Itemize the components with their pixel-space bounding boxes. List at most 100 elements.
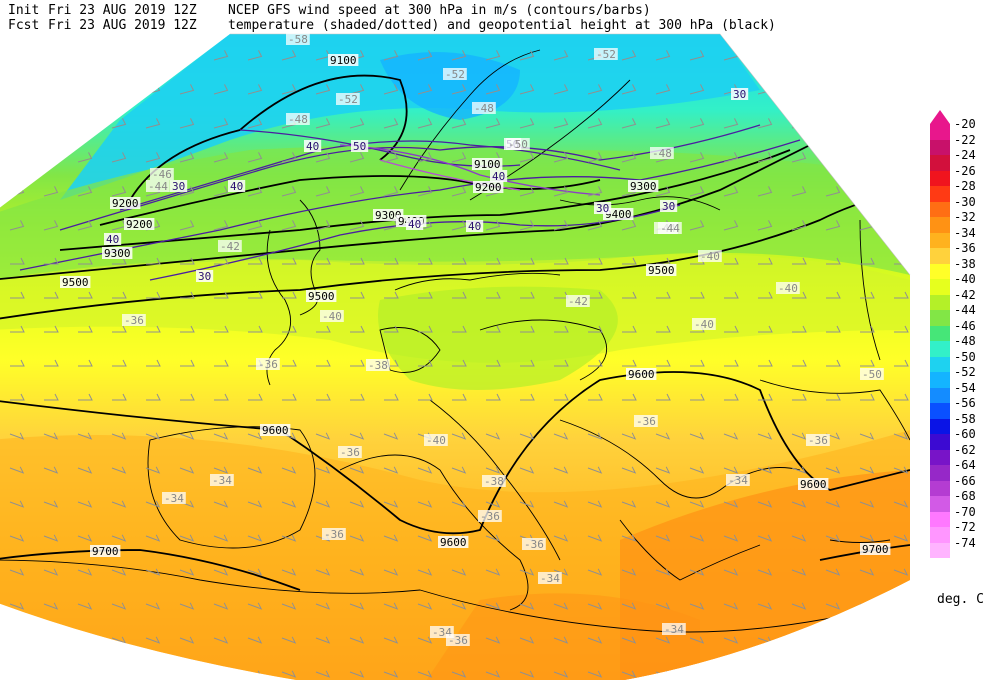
wind-barb-icon xyxy=(248,325,263,333)
title-line-1: NCEP GFS wind speed at 300 hPa in m/s (c… xyxy=(228,3,651,18)
wind-barb-icon xyxy=(179,50,195,61)
legend-item: -62 xyxy=(930,443,1000,465)
height-label: 9100 xyxy=(472,158,503,171)
svg-text:40: 40 xyxy=(468,220,481,233)
wind-barb-icon xyxy=(179,220,195,231)
legend-swatch xyxy=(930,325,950,341)
height-label: 9500 xyxy=(646,264,677,277)
wind-barb-icon xyxy=(554,393,569,401)
wind-barb-icon xyxy=(485,500,501,508)
wind-barb-icon xyxy=(112,393,127,401)
wind-barb-icon xyxy=(825,152,841,163)
contour-9400 xyxy=(0,139,821,281)
wind-barb-icon xyxy=(689,636,705,644)
svg-text:-36: -36 xyxy=(448,634,468,647)
wind-barb-icon xyxy=(349,118,365,129)
legend-swatch xyxy=(930,341,950,357)
temperature-label: -40 xyxy=(320,310,344,323)
wind-barb-icon xyxy=(791,466,807,474)
svg-text:40: 40 xyxy=(230,180,243,193)
wind-barb-icon xyxy=(452,291,467,299)
legend-label: -64 xyxy=(954,458,976,472)
legend-item: -54 xyxy=(930,381,1000,403)
legend-label: -62 xyxy=(954,442,976,457)
wind-barb-icon xyxy=(247,50,263,61)
svg-text:9700: 9700 xyxy=(92,545,119,558)
wind-barb-icon xyxy=(826,257,841,265)
svg-text:9200: 9200 xyxy=(126,218,153,231)
wind-barb-icon xyxy=(655,466,671,474)
wind-barb-icon xyxy=(689,220,705,231)
height-label: 9600 xyxy=(798,478,829,491)
wind-barb-icon xyxy=(622,325,637,333)
height-label: 9200 xyxy=(110,197,141,210)
wind-barb-icon xyxy=(689,152,705,163)
wind-barb-icon xyxy=(247,500,263,508)
wind-barb-icon xyxy=(350,257,365,265)
wind-barb-icon xyxy=(791,432,807,440)
wind-barb-icon xyxy=(757,186,773,197)
wind-barb-icon xyxy=(213,670,229,678)
wind-barb-icon xyxy=(451,432,467,440)
wind-barb-icon xyxy=(553,602,569,610)
svg-text:9200: 9200 xyxy=(475,181,502,194)
contour-9500 xyxy=(0,189,910,321)
svg-text:9200: 9200 xyxy=(112,197,139,210)
legend-item: -66 xyxy=(930,474,1000,496)
wind-barb-icon xyxy=(655,534,671,542)
wind-barb-icon xyxy=(417,534,433,542)
wind-barb-icon xyxy=(77,186,93,197)
wind-barb-icon xyxy=(383,118,399,129)
wind-barb-icon xyxy=(9,534,25,542)
wind-barb-icon xyxy=(758,291,773,299)
wind-barb-icon xyxy=(621,602,637,610)
wind-barb-icon xyxy=(315,220,331,231)
wind-barb-icon xyxy=(77,602,93,610)
legend-item: -42 xyxy=(930,288,1000,310)
height-label: 9300 xyxy=(628,180,659,193)
wind-barb-icon xyxy=(281,500,297,508)
temperature-label: -34 xyxy=(662,623,686,636)
wind-barb-icon xyxy=(112,257,127,265)
wind-barb-icon xyxy=(145,500,161,508)
wind-barb-icon xyxy=(281,152,297,163)
wind-barb-icon xyxy=(213,602,229,610)
legend-label: -20 xyxy=(954,117,976,131)
wind-speed-label: 30 xyxy=(594,202,612,215)
wind-barb-icon xyxy=(758,393,773,401)
cold-region-north xyxy=(60,34,760,200)
wind-barb-icon xyxy=(418,359,433,367)
wind-barb-icon xyxy=(655,186,671,197)
wind-barb-icon xyxy=(213,466,229,474)
wind-barb-icon xyxy=(723,220,739,231)
svg-text:-38: -38 xyxy=(368,359,388,372)
wind-barb-icon xyxy=(44,257,59,265)
wind-barb-icon xyxy=(315,602,331,610)
wind-barb-icon xyxy=(349,220,365,231)
wind-barb-icon xyxy=(43,84,59,95)
wind-barb-icon xyxy=(350,393,365,401)
wind-barb-icon xyxy=(860,325,875,333)
temperature-label: -48 xyxy=(650,147,674,160)
wind-barb-icon xyxy=(689,670,705,678)
wind-barb-icon xyxy=(554,257,569,265)
wind-barb-icon xyxy=(689,432,705,440)
wind-barb-icon xyxy=(247,152,263,163)
height-label: 9500 xyxy=(60,276,91,289)
svg-text:-34: -34 xyxy=(664,623,684,636)
wind-barb-icon xyxy=(656,325,671,333)
wind-barb-icon xyxy=(248,393,263,401)
wind-barb-icon xyxy=(859,602,875,610)
wind-barb-icon xyxy=(588,257,603,265)
wind-barb-icon xyxy=(621,466,637,474)
height-label: 9200 xyxy=(473,181,504,194)
wind-barb-icon xyxy=(418,325,433,333)
wind-barb-icon xyxy=(859,534,875,542)
wind-barb-icon xyxy=(553,50,569,61)
wind-barb-icon xyxy=(44,291,59,299)
wind-barb-icon xyxy=(78,325,93,333)
wind-barb-icon xyxy=(213,534,229,542)
wind-barb-icon xyxy=(621,670,637,678)
wind-barb-icon xyxy=(791,568,807,576)
wind-barb-icon xyxy=(179,534,195,542)
